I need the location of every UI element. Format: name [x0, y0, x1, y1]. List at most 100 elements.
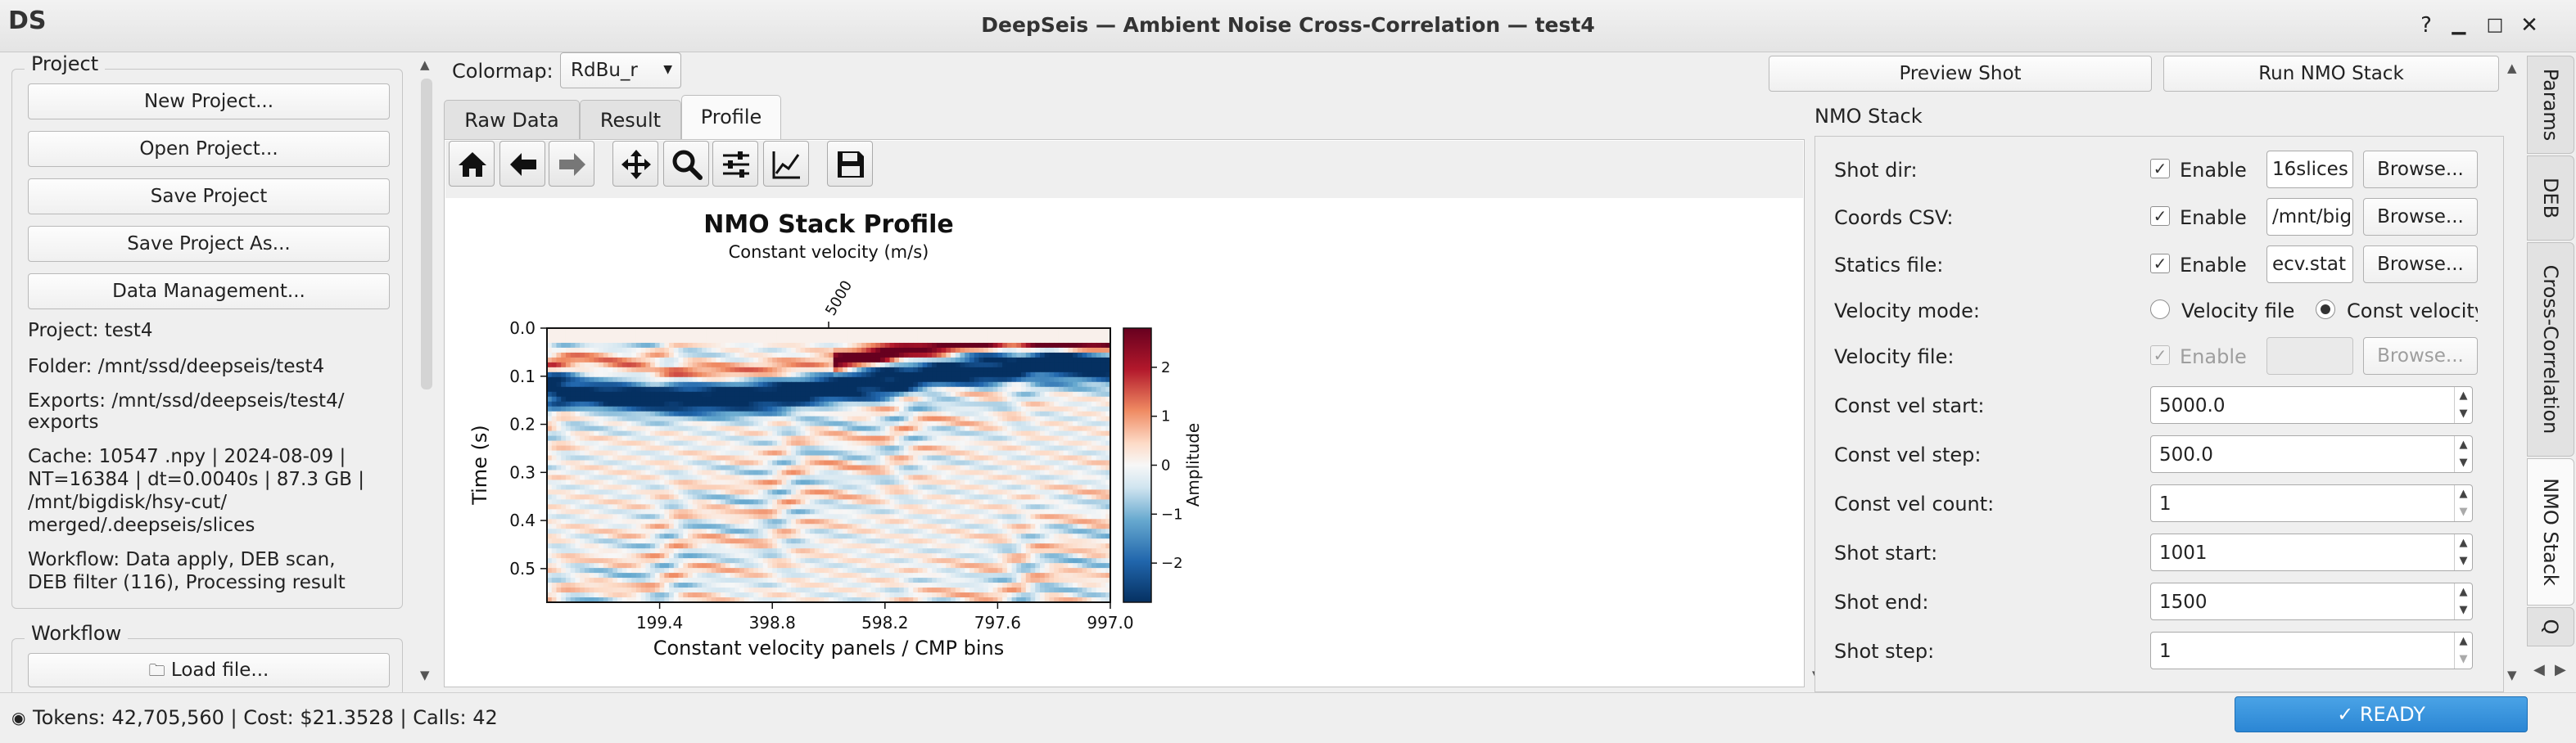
heatmap-cell — [589, 499, 594, 505]
zoom-icon[interactable] — [663, 141, 709, 187]
heatmap-cell — [1021, 489, 1027, 495]
heatmap-cell — [983, 524, 989, 529]
heatmap-cell — [697, 435, 703, 442]
data-management-button[interactable]: Data Management... — [28, 273, 390, 309]
heatmap-cell — [781, 421, 787, 427]
heatmap-cell — [1058, 475, 1064, 481]
heatmap-cell — [800, 504, 806, 510]
heatmap-cell — [978, 440, 984, 447]
heatmap-cell — [739, 391, 745, 398]
heatmap-cell — [814, 440, 820, 447]
heatmap-cell — [565, 372, 572, 378]
maximize-icon[interactable]: □ — [2486, 15, 2504, 35]
heatmap-cell — [654, 484, 661, 491]
heatmap-cell — [1049, 396, 1055, 403]
heatmap-cell — [603, 509, 609, 515]
heatmap-cell — [786, 489, 792, 495]
scroll-up-icon[interactable]: ▲ — [420, 57, 430, 72]
heatmap-cell — [843, 465, 848, 471]
new-project-button[interactable]: New Project... — [28, 83, 390, 119]
heatmap-cell — [697, 475, 703, 481]
heatmap-cell — [1016, 411, 1022, 417]
configure-subplots-icon[interactable] — [712, 141, 758, 187]
minimize-icon[interactable]: ▁ — [2452, 15, 2466, 35]
heatmap-cell — [688, 460, 694, 466]
heatmap-cell — [688, 347, 694, 353]
heatmap-cell — [1073, 524, 1078, 529]
heatmap-cell — [1049, 455, 1055, 462]
heatmap-cell — [730, 362, 735, 368]
heatmap-cell — [1006, 504, 1013, 510]
heatmap-cell — [781, 509, 787, 515]
heatmap-cell — [753, 426, 759, 432]
heatmap-cell — [654, 376, 661, 383]
heatmap-cell — [992, 509, 998, 515]
help-icon[interactable]: ? — [2420, 13, 2432, 38]
back-arrow-icon[interactable] — [499, 141, 545, 187]
nmo-stack-chart: NMO Stack Profile Constant velocity (m/s… — [468, 210, 1203, 660]
heatmap-cell — [584, 509, 590, 515]
save-project-button[interactable]: Save Project — [28, 178, 390, 214]
colormap-select[interactable]: RdBu_r ▼ — [560, 52, 681, 88]
heatmap-cell — [626, 484, 632, 491]
save-project-as-button[interactable]: Save Project As... — [28, 226, 390, 262]
heatmap-cell — [946, 352, 951, 358]
heatmap-cell — [1030, 499, 1036, 505]
heatmap-cell — [791, 455, 797, 462]
left-scroll-thumb[interactable] — [421, 79, 432, 390]
heatmap-cell — [702, 514, 707, 520]
heatmap-cell — [706, 480, 712, 486]
heatmap-cell — [758, 332, 764, 339]
heatmap-cell — [852, 347, 857, 353]
heatmap-cell — [974, 514, 980, 520]
tab-raw-data[interactable]: Raw Data — [444, 100, 580, 141]
tab-profile[interactable]: Profile — [681, 95, 781, 141]
scroll-down-icon[interactable]: ▼ — [420, 668, 430, 682]
heatmap-cell — [711, 352, 716, 358]
heatmap-cell — [1035, 347, 1041, 353]
heatmap-cell — [795, 504, 802, 510]
heatmap-cell — [922, 406, 928, 412]
heatmap-cell — [725, 480, 731, 486]
heatmap-cell — [955, 519, 961, 525]
heatmap-cell — [683, 386, 689, 393]
heatmap-cell — [880, 514, 886, 520]
heatmap-cell — [1068, 465, 1073, 471]
heatmap-cell — [716, 514, 721, 520]
heatmap-cell — [870, 440, 876, 447]
load-file-button[interactable]: 🗀 Load file... — [28, 653, 390, 687]
open-project-button[interactable]: Open Project... — [28, 131, 390, 167]
heatmap-cell — [987, 337, 994, 344]
forward-arrow-icon[interactable] — [549, 141, 594, 187]
heatmap-cell — [664, 484, 670, 491]
close-icon[interactable]: ✕ — [2520, 13, 2538, 38]
heatmap-cell — [635, 362, 642, 368]
heatmap-cell — [838, 332, 843, 339]
heatmap-cell — [621, 529, 628, 534]
tab-result[interactable]: Result — [580, 100, 681, 141]
heatmap-cell — [584, 499, 590, 505]
heatmap-cell — [1040, 342, 1046, 349]
heatmap-cell — [570, 480, 576, 486]
heatmap-cell — [692, 337, 698, 344]
heatmap-cell — [1096, 372, 1102, 378]
heatmap-cell — [1087, 499, 1092, 505]
heatmap-cell — [1016, 332, 1022, 339]
heatmap-cell — [932, 426, 938, 432]
heatmap-cell — [1021, 362, 1027, 368]
home-icon[interactable] — [449, 141, 495, 187]
heatmap-cell — [1006, 509, 1013, 515]
left-scrollbar[interactable]: ▲ ▼ — [416, 52, 437, 689]
heatmap-cell — [1082, 475, 1087, 481]
pan-icon[interactable] — [612, 141, 658, 187]
heatmap-cell — [664, 499, 670, 505]
heatmap-cell — [861, 426, 867, 432]
save-icon[interactable] — [827, 141, 873, 187]
heatmap-cell — [917, 406, 924, 412]
heatmap-cell — [1044, 494, 1051, 500]
heatmap-cell — [1002, 430, 1008, 437]
edit-axis-icon[interactable] — [763, 141, 809, 187]
heatmap-cell — [547, 455, 553, 462]
heatmap-cell — [908, 406, 914, 412]
heatmap-cell — [664, 426, 670, 432]
